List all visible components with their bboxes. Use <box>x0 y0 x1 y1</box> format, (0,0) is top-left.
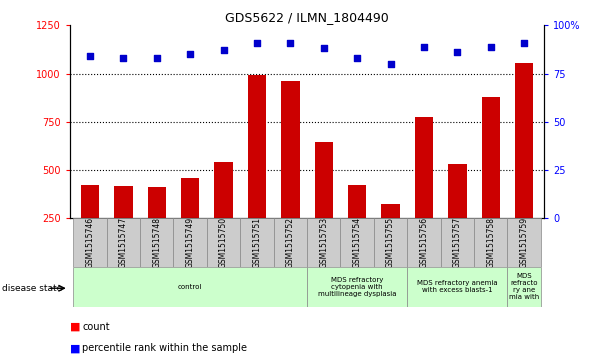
Bar <box>482 97 500 218</box>
Bar <box>274 218 307 267</box>
Text: GSM1515752: GSM1515752 <box>286 217 295 268</box>
Point <box>385 61 395 67</box>
Bar <box>307 218 340 267</box>
Bar <box>314 142 333 218</box>
Bar <box>173 218 207 267</box>
Point <box>286 40 295 46</box>
Bar <box>448 164 466 218</box>
Text: GSM1515746: GSM1515746 <box>86 217 94 268</box>
Bar <box>248 76 266 218</box>
Bar <box>508 218 541 267</box>
Point <box>352 55 362 61</box>
Bar <box>441 218 474 267</box>
Bar <box>281 81 300 218</box>
Text: GSM1515753: GSM1515753 <box>319 217 328 268</box>
Point <box>85 53 95 59</box>
Text: ■: ■ <box>70 322 80 332</box>
Text: MDS refractory
cytopenia with
multilineage dysplasia: MDS refractory cytopenia with multilinea… <box>318 277 396 297</box>
Point <box>486 44 496 49</box>
Bar <box>407 218 441 267</box>
Bar <box>73 218 106 267</box>
Text: disease state: disease state <box>2 284 62 293</box>
Bar <box>181 178 199 218</box>
Point <box>119 55 128 61</box>
Bar <box>140 218 173 267</box>
Point <box>219 48 229 53</box>
Text: GSM1515751: GSM1515751 <box>252 217 261 268</box>
Text: GSM1515759: GSM1515759 <box>520 217 528 268</box>
Text: GSM1515756: GSM1515756 <box>420 217 429 268</box>
Bar <box>207 218 240 267</box>
Text: MDS refractory anemia
with excess blasts-1: MDS refractory anemia with excess blasts… <box>417 280 497 293</box>
Text: ■: ■ <box>70 343 80 354</box>
Bar <box>415 117 433 218</box>
Bar <box>73 267 307 307</box>
Text: GSM1515758: GSM1515758 <box>486 217 496 268</box>
Text: MDS
refracto
ry ane
mia with: MDS refracto ry ane mia with <box>509 273 539 300</box>
Text: GSM1515750: GSM1515750 <box>219 217 228 268</box>
Point <box>152 55 162 61</box>
Text: percentile rank within the sample: percentile rank within the sample <box>82 343 247 354</box>
Bar <box>348 185 367 218</box>
Bar <box>148 187 166 218</box>
Bar <box>407 267 508 307</box>
Bar <box>381 204 399 218</box>
Bar <box>106 218 140 267</box>
Bar <box>307 267 407 307</box>
Point <box>519 40 529 46</box>
Text: GSM1515757: GSM1515757 <box>453 217 462 268</box>
Text: GSM1515747: GSM1515747 <box>119 217 128 268</box>
Title: GDS5622 / ILMN_1804490: GDS5622 / ILMN_1804490 <box>225 11 389 24</box>
Text: GSM1515754: GSM1515754 <box>353 217 362 268</box>
Bar <box>474 218 508 267</box>
Point <box>185 51 195 57</box>
Bar <box>508 267 541 307</box>
Bar <box>374 218 407 267</box>
Text: GSM1515748: GSM1515748 <box>152 217 161 268</box>
Text: GSM1515749: GSM1515749 <box>185 217 195 268</box>
Text: GSM1515755: GSM1515755 <box>386 217 395 268</box>
Point <box>452 49 462 55</box>
Point <box>419 44 429 49</box>
Point <box>252 40 262 46</box>
Bar <box>215 162 233 218</box>
Bar <box>515 63 533 218</box>
Bar <box>114 186 133 218</box>
Text: control: control <box>178 284 202 290</box>
Bar <box>340 218 374 267</box>
Text: count: count <box>82 322 109 332</box>
Point <box>319 46 328 52</box>
Bar <box>81 185 99 218</box>
Bar <box>240 218 274 267</box>
